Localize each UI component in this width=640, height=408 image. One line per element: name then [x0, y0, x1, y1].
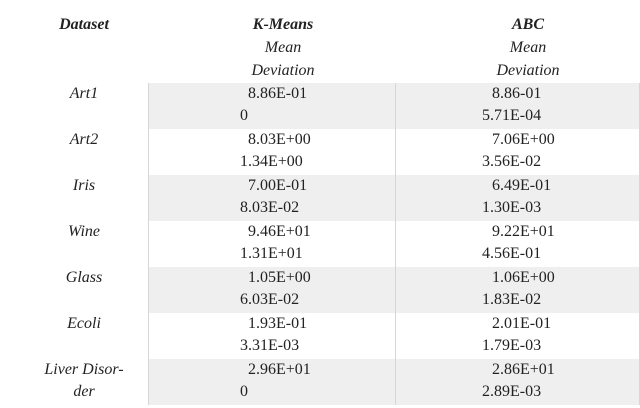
row-shade — [148, 359, 640, 405]
mean-value: 7.06E+00 — [492, 131, 555, 148]
dataset-name: Liver Disor- — [44, 361, 124, 378]
deviation-value: 5.71E-04 — [482, 107, 542, 124]
deviation-value: 3.31E-03 — [240, 337, 300, 354]
deviation-value: 2.89E-03 — [482, 383, 542, 400]
deviation-value: 3.56E-02 — [482, 153, 542, 170]
dataset-name: Ecoli — [67, 315, 101, 332]
method-name: ABC — [511, 16, 545, 33]
mean-value: 8.86E-01 — [248, 85, 308, 102]
mean-value: 7.00E-01 — [248, 177, 308, 194]
mean-header: Mean — [509, 39, 547, 56]
dataset-name: der — [73, 383, 95, 400]
dataset-name: Art2 — [69, 131, 99, 148]
deviation-value: 8.03E-02 — [240, 199, 300, 216]
row-shade — [148, 267, 640, 313]
deviation-value: 1.79E-03 — [482, 337, 542, 354]
deviation-value: 1.34E+00 — [240, 153, 303, 170]
deviation-value: 1.83E-02 — [482, 291, 542, 308]
method-name: K-Means — [252, 16, 314, 33]
deviation-value: 1.31E+01 — [240, 245, 303, 262]
deviation-value: 0 — [240, 383, 248, 400]
dataset-name: Art1 — [69, 85, 99, 102]
mean-value: 1.06E+00 — [492, 269, 555, 286]
mean-value: 2.86E+01 — [492, 361, 555, 378]
mean-value: 8.03E+00 — [248, 131, 311, 148]
col-divider — [395, 83, 396, 405]
mean-value: 9.22E+01 — [492, 223, 555, 240]
mean-value: 6.49E-01 — [492, 177, 552, 194]
dataset-name: Iris — [72, 177, 96, 194]
deviation-header: Deviation — [496, 62, 560, 79]
mean-value: 2.96E+01 — [248, 361, 311, 378]
mean-value: 1.93E-01 — [248, 315, 308, 332]
dataset-name: Glass — [65, 269, 103, 286]
deviation-header: Deviation — [251, 62, 315, 79]
dataset-name: Wine — [68, 223, 100, 240]
mean-value: 9.46E+01 — [248, 223, 311, 240]
header-cell: Dataset — [59, 16, 109, 33]
mean-value: 2.01E-01 — [492, 315, 552, 332]
mean-header: Mean — [264, 39, 302, 56]
row-shade — [148, 175, 640, 221]
deviation-value: 4.56E-01 — [482, 245, 542, 262]
mean-value: 1.05E+00 — [248, 269, 311, 286]
row-shade — [148, 83, 640, 129]
mean-value: 8.86-01 — [492, 85, 542, 102]
deviation-value: 1.30E-03 — [482, 199, 542, 216]
deviation-value: 0 — [240, 107, 248, 124]
deviation-value: 6.03E-02 — [240, 291, 300, 308]
col-divider — [148, 83, 149, 405]
